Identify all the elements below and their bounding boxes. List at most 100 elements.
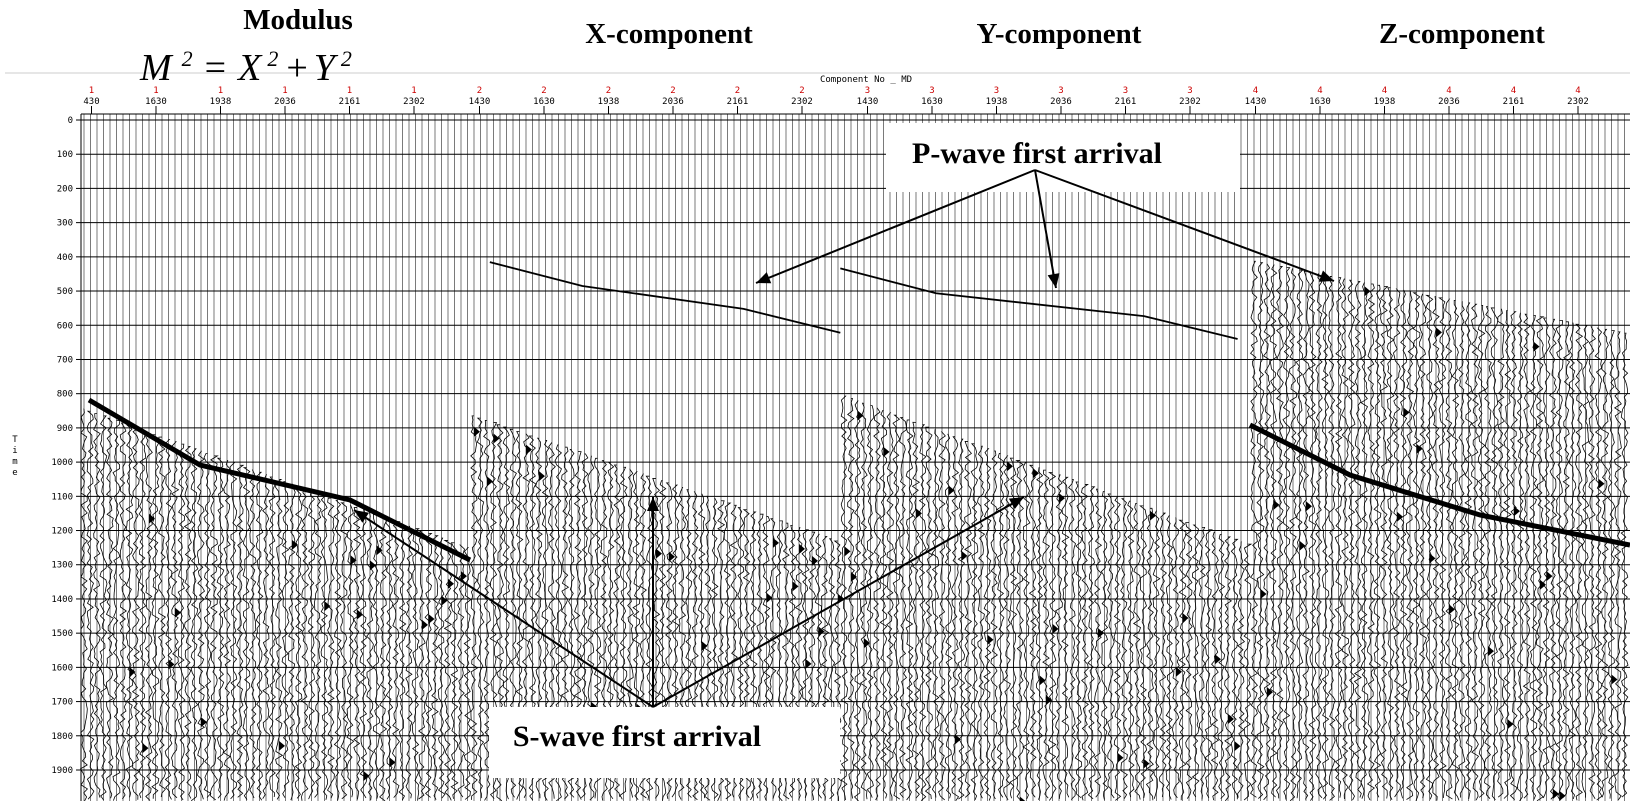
trace-wiggle: [288, 483, 296, 801]
trace-wiggle: [112, 420, 121, 801]
wiggle-fill: [1514, 506, 1520, 517]
wiggle-fill: [1234, 741, 1241, 752]
wiggle-fill: [292, 539, 298, 550]
trace-wiggle: [222, 460, 231, 801]
time-tick-label: 500: [57, 287, 73, 297]
trace-wiggle: [93, 413, 101, 798]
time-tick-label: 700: [57, 355, 73, 365]
trace-wiggle: [405, 525, 413, 799]
md-label: 2302: [1567, 97, 1589, 107]
trace-wiggle: [346, 504, 355, 798]
trace-wiggle: [1380, 286, 1389, 799]
wiggle-fill: [773, 537, 779, 548]
time-tick-label: 400: [57, 253, 73, 263]
trace-wiggle: [1093, 488, 1103, 798]
wiggle-fill: [766, 592, 773, 603]
trace-wiggle: [1587, 326, 1596, 799]
md-label: 2302: [1179, 97, 1201, 107]
component-label: 1: [89, 86, 94, 96]
trace-wiggle: [105, 417, 115, 799]
trace-wiggle: [196, 450, 206, 800]
trace-wiggle: [1328, 275, 1336, 801]
component-label: 2: [735, 86, 740, 96]
trace-wiggle: [1334, 277, 1343, 798]
wiggle-fill: [1020, 796, 1026, 801]
trace-wiggle: [86, 410, 95, 800]
component-label: 2: [477, 86, 482, 96]
time-tick-label: 1900: [51, 766, 73, 776]
header-label: Component No _ MD: [820, 75, 912, 85]
wiggle-fill: [1215, 654, 1221, 665]
trace-wiggle: [1353, 281, 1362, 798]
trace-wiggle: [1406, 291, 1415, 800]
trace-wiggle: [1204, 529, 1213, 798]
wiggle-fill: [669, 551, 675, 562]
trace-wiggle: [476, 417, 485, 799]
trace-wiggle: [1529, 315, 1538, 800]
trace-wiggle: [1172, 517, 1180, 799]
component-label: 3: [994, 86, 999, 96]
trace-wiggle: [320, 495, 329, 800]
trace-wiggle: [1295, 269, 1304, 799]
wiggle-fill: [1429, 553, 1436, 564]
trace-wiggle: [417, 530, 426, 800]
arrow-head: [354, 510, 369, 523]
pick-line: [840, 267, 1238, 340]
trace-wiggle: [938, 431, 946, 801]
formula: M 2 = X 2 + Y 2: [139, 46, 352, 89]
md-label: 1430: [857, 97, 879, 107]
md-label: 2161: [339, 97, 361, 107]
wiggle-fill: [370, 560, 376, 571]
wiggle-fill: [1559, 790, 1566, 801]
trace-wiggle: [1210, 531, 1220, 801]
trace-wiggle: [1126, 500, 1135, 798]
time-tick-label: 1100: [51, 492, 73, 502]
trace-wiggle: [372, 514, 381, 799]
wiggle-fill: [149, 513, 155, 524]
trace-wiggle: [1074, 481, 1083, 799]
trace-wiggle: [450, 542, 459, 799]
trace-wiggle: [275, 478, 284, 800]
trace-wiggle: [281, 481, 290, 798]
md-label: 1938: [210, 97, 232, 107]
trace-wiggle: [1516, 312, 1525, 801]
wiggle-fill: [1052, 623, 1059, 634]
trace-wiggle: [1308, 272, 1317, 801]
component-label: 3: [929, 86, 934, 96]
wiggle-fill: [474, 426, 480, 437]
wiggle-fill: [1267, 687, 1273, 698]
time-tick-label: 1500: [51, 629, 73, 639]
trace-wiggle: [873, 407, 882, 801]
trace-wiggle: [1048, 472, 1057, 801]
trace-wiggle: [1477, 304, 1486, 798]
wiggle-fill: [857, 410, 864, 421]
trace-wiggle: [125, 424, 134, 798]
md-label: 1430: [469, 97, 491, 107]
trace-wiggle: [157, 436, 167, 798]
time-tick-label: 1200: [51, 527, 73, 537]
arrow-line: [353, 509, 654, 708]
trace-wiggle: [1393, 288, 1402, 798]
panel-title: Z-component: [1379, 18, 1545, 50]
trace-wiggle: [918, 424, 927, 801]
wiggle-fill: [961, 550, 968, 561]
time-tick-label: 1400: [51, 595, 73, 605]
wiggle-fill: [350, 555, 357, 566]
trace-wiggle: [437, 537, 446, 799]
arrow-head: [1318, 270, 1334, 282]
trace-wiggle: [1607, 330, 1616, 799]
component-label: 1: [282, 86, 287, 96]
trace-wiggle: [359, 509, 368, 799]
time-tick-label: 100: [57, 150, 73, 160]
trace-wiggle: [1100, 491, 1109, 800]
trace-wiggle: [203, 453, 212, 798]
trace-wiggle: [255, 471, 264, 801]
wiggle-fill: [1403, 407, 1410, 418]
trace-wiggle: [339, 502, 348, 800]
trace-wiggle: [1471, 303, 1480, 801]
component-label: 4: [1511, 86, 1516, 96]
md-label: 1430: [1245, 97, 1267, 107]
wiggle-fill: [487, 476, 493, 487]
time-tick-label: 800: [57, 390, 73, 400]
time-tick-label: 900: [57, 424, 73, 434]
